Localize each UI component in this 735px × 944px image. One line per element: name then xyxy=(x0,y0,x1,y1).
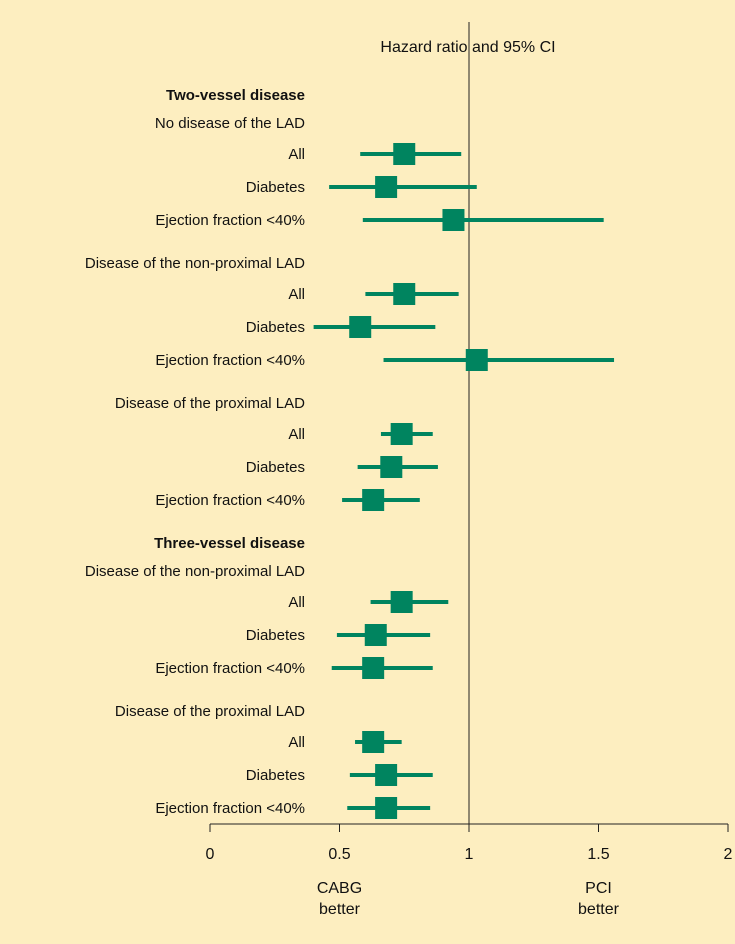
hazard-ratio-marker xyxy=(393,143,416,165)
hazard-ratio-marker xyxy=(349,316,372,338)
row-label: All xyxy=(288,426,305,443)
row-estimate: Ejection fraction <40% xyxy=(155,489,420,511)
row-label: All xyxy=(288,734,305,751)
row-estimate: All xyxy=(288,591,449,613)
group-label: Disease of the proximal LAD xyxy=(115,395,305,412)
hazard-ratio-marker xyxy=(390,591,413,613)
chart-title: Hazard ratio and 95% CI xyxy=(380,39,555,56)
row-label: All xyxy=(288,146,305,163)
section-header: Two-vessel disease xyxy=(166,87,305,104)
group-label: Disease of the proximal LAD xyxy=(115,703,305,720)
hazard-ratio-marker xyxy=(362,731,385,753)
hazard-ratio-marker xyxy=(375,764,398,786)
row-estimate: Diabetes xyxy=(246,176,477,198)
hazard-ratio-marker xyxy=(442,209,465,231)
row-estimate: All xyxy=(288,423,433,445)
hazard-ratio-marker xyxy=(375,176,398,198)
plot-rows: Two-vessel disease No disease of the LAD A… xyxy=(85,22,615,824)
row-label: Diabetes xyxy=(246,459,305,476)
row-estimate: All xyxy=(288,143,462,165)
row-label: Ejection fraction <40% xyxy=(155,212,305,229)
x-tick-label: 2 xyxy=(724,846,733,863)
row-estimate: Ejection fraction <40% xyxy=(155,797,431,819)
hazard-ratio-marker xyxy=(375,797,398,819)
row-estimate: Diabetes xyxy=(246,316,436,338)
group-label: Disease of the non-proximal LAD xyxy=(85,563,305,580)
row-group: Disease of the proximal LAD xyxy=(115,395,305,412)
cabg-better-note: better xyxy=(319,901,361,918)
row-label: Ejection fraction <40% xyxy=(155,660,305,677)
row-estimate: Diabetes xyxy=(246,764,433,786)
row-label: Diabetes xyxy=(246,767,305,784)
row-estimate: All xyxy=(288,283,459,305)
hazard-ratio-marker xyxy=(390,423,413,445)
x-tick-label: 0 xyxy=(206,846,215,863)
row-label: Ejection fraction <40% xyxy=(155,800,305,817)
row-group: Disease of the non-proximal LAD xyxy=(85,563,305,580)
group-label: Disease of the non-proximal LAD xyxy=(85,255,305,272)
hazard-ratio-marker xyxy=(393,283,416,305)
row-label: Ejection fraction <40% xyxy=(155,492,305,509)
hazard-ratio-marker xyxy=(364,624,387,646)
hazard-ratio-marker xyxy=(362,489,385,511)
row-header: Two-vessel disease xyxy=(166,87,305,104)
section-header: Three-vessel disease xyxy=(154,535,305,552)
x-axis: 0 0.5 1 1.5 2 xyxy=(206,823,733,863)
row-header: Three-vessel disease xyxy=(154,535,305,552)
row-label: Diabetes xyxy=(246,179,305,196)
cabg-better-note: CABG xyxy=(317,880,362,897)
row-label: Diabetes xyxy=(246,627,305,644)
row-group: No disease of the LAD xyxy=(155,115,305,132)
row-estimate: Ejection fraction <40% xyxy=(155,657,433,679)
group-label: No disease of the LAD xyxy=(155,115,305,132)
row-label: All xyxy=(288,286,305,303)
hazard-ratio-marker xyxy=(362,657,385,679)
x-tick-label: 0.5 xyxy=(328,846,350,863)
axis-notes: CABG better PCI better xyxy=(317,880,620,918)
x-tick-label: 1.5 xyxy=(587,846,609,863)
hazard-ratio-marker xyxy=(380,456,403,478)
row-label: Ejection fraction <40% xyxy=(155,352,305,369)
pci-better-note: PCI xyxy=(585,880,612,897)
row-group: Disease of the proximal LAD xyxy=(115,703,305,720)
row-group: Disease of the non-proximal LAD xyxy=(85,255,305,272)
row-estimate: Diabetes xyxy=(246,456,438,478)
row-label: Diabetes xyxy=(246,319,305,336)
x-tick-label: 1 xyxy=(465,846,474,863)
row-estimate: Ejection fraction <40% xyxy=(155,209,604,231)
pci-better-note: better xyxy=(578,901,620,918)
hazard-ratio-marker xyxy=(465,349,488,371)
row-estimate: Ejection fraction <40% xyxy=(155,349,615,371)
row-estimate: All xyxy=(288,731,402,753)
row-label: All xyxy=(288,594,305,611)
row-estimate: Diabetes xyxy=(246,624,431,646)
